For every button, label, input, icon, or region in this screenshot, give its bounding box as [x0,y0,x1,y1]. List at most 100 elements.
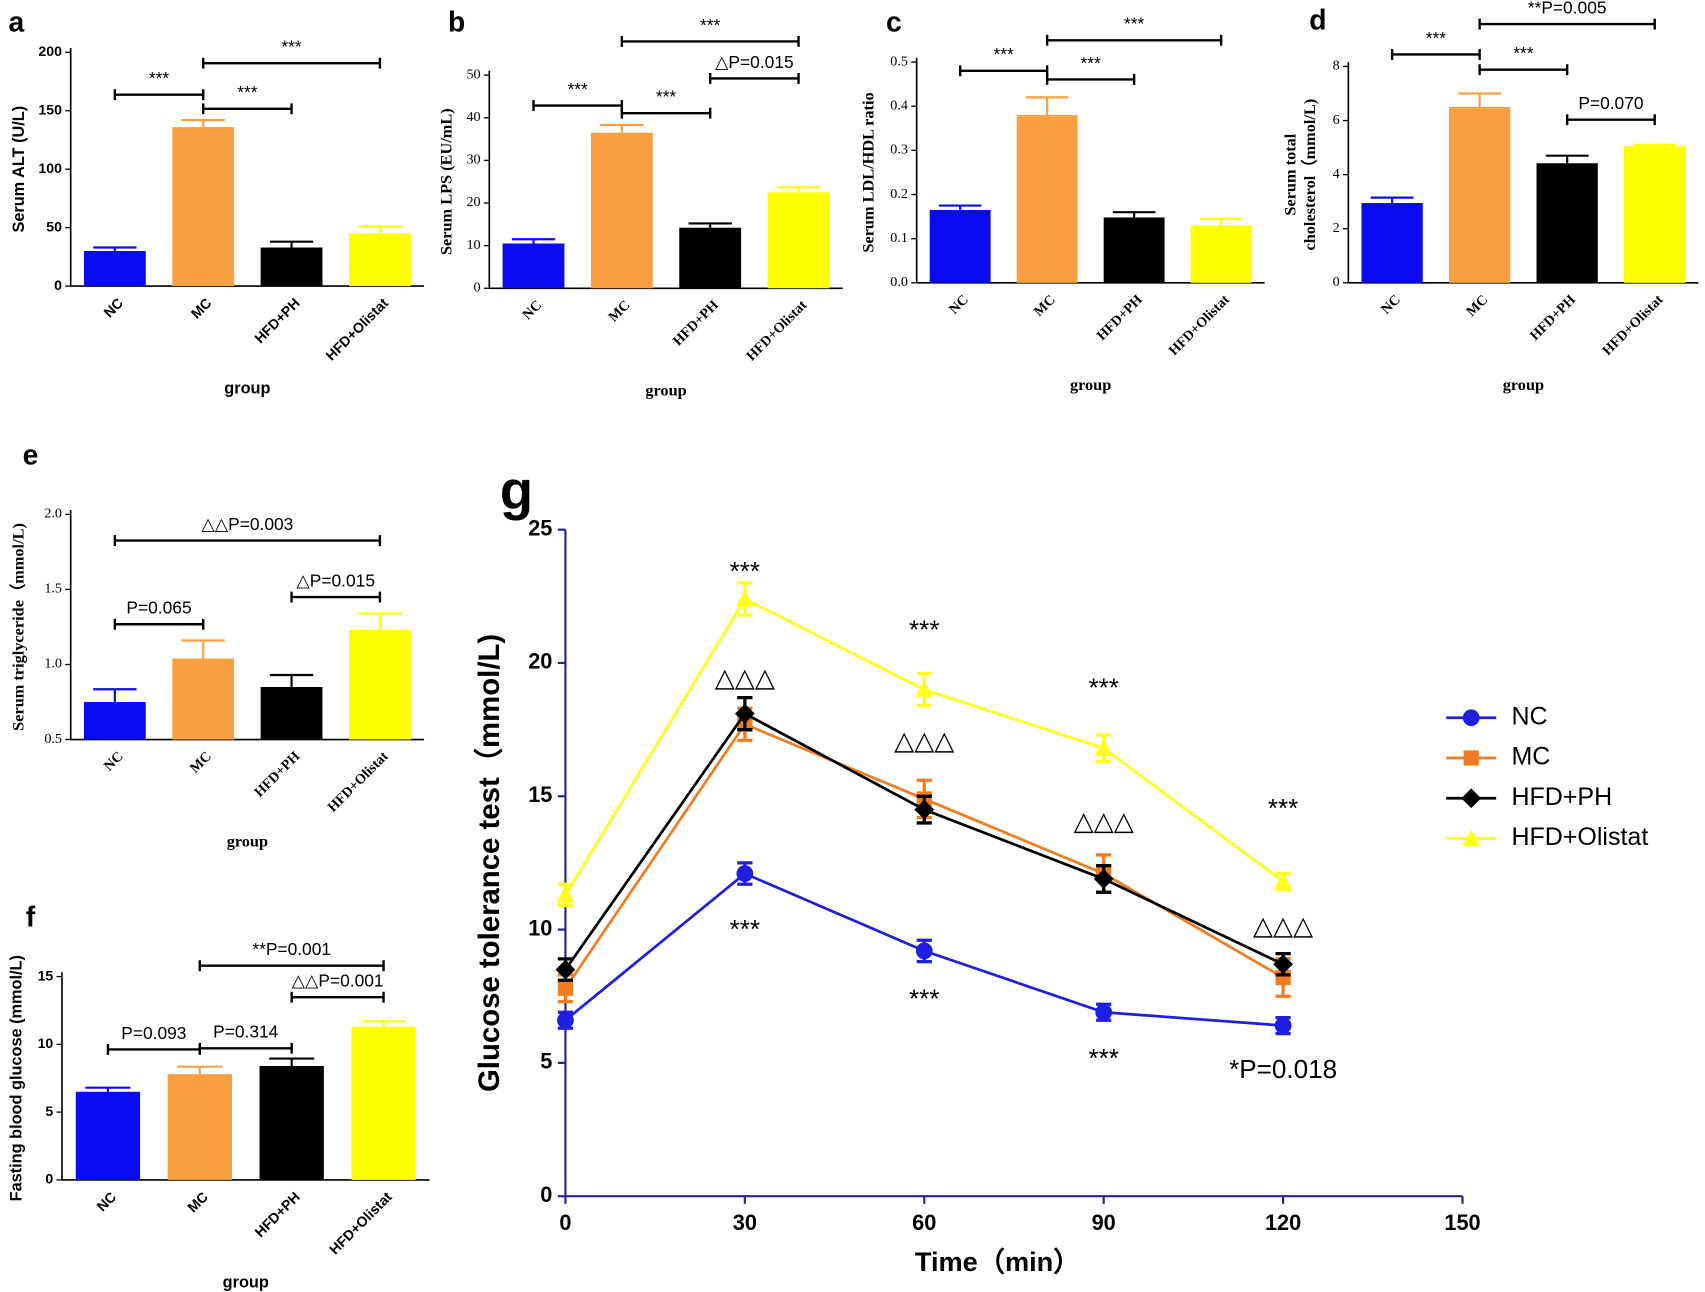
significance-label: *** [993,44,1014,64]
y-tick-label: 4 [1333,166,1340,182]
x-axis-label: group [227,832,268,851]
significance-label: △△P=0.001 [292,971,384,991]
significance-bracket [1045,34,1223,46]
marker [1094,739,1113,756]
marker [1274,1017,1292,1034]
significance-bracket [106,1043,202,1055]
y-tick-label: 1.0 [44,656,62,672]
significance-bracket [1565,114,1656,126]
marker [556,885,575,903]
y-axis-label: Glucose tolerance test（mmol/L) [473,634,506,1092]
y-tick-label: 0 [54,277,62,293]
x-tick-label: HFD+Olistat [1166,292,1233,359]
significance-bracket [202,103,293,115]
x-axis-label: group [224,380,270,398]
bar [1536,163,1598,283]
significance-label: *** [656,87,677,107]
x-tick-label: NC [101,749,127,775]
y-tick-label: 100 [38,160,62,176]
significance-label: *** [730,914,760,944]
marker [1095,1003,1113,1021]
x-tick-label: HFD+PH [1527,292,1579,344]
x-tick-label: MC [188,295,215,322]
marker [915,942,933,960]
legend-label: HFD+Olistat [1511,823,1648,851]
y-tick-label: 5 [540,1049,552,1074]
legend-label: NC [1511,702,1547,730]
x-axis-label: group [645,380,686,399]
y-tick-label: 8 [1333,58,1340,74]
significance-label: *** [1124,14,1145,34]
y-tick-label: 0.5 [44,731,62,747]
significance-label: △P=0.015 [715,52,794,72]
significance-label: *** [909,615,939,645]
y-axis-label: cholesterol（mmol/L) [1300,99,1319,251]
marker [735,589,754,607]
significance-label: *** [1088,1043,1118,1073]
x-axis-label: Time（min） [915,1246,1081,1277]
y-tick-label: 10 [466,237,480,253]
significance-label: **P=0.001 [252,939,331,959]
y-tick-label: 40 [466,109,480,125]
y-tick-label: 50 [46,218,62,234]
significance-bracket [620,35,800,47]
x-tick-label: HFD+PH [251,295,303,347]
y-tick-label: 15 [528,782,552,807]
y-tick-label: 0 [1333,274,1340,290]
significance-label: △△△ [1074,806,1134,836]
x-tick-label: 150 [1444,1210,1480,1235]
significance-label: P=0.065 [126,598,191,618]
y-tick-label: 30 [466,152,480,168]
x-tick-label: MC [187,749,215,777]
y-tick-label: 20 [466,194,480,210]
significance-label: *** [149,68,170,88]
x-tick-label: NC [93,1189,119,1215]
x-axis-label: group [1070,375,1111,394]
y-tick-label: 0.0 [890,274,908,290]
x-axis-label: group [223,1274,269,1292]
significance-bracket [1478,18,1656,30]
legend-marker [1462,709,1480,727]
y-tick-label: 6 [1333,112,1340,128]
significance-bracket [1045,74,1136,85]
y-axis-label: Serum LPS (EU/mL) [437,108,456,255]
bar [1624,146,1686,283]
panel-label: b [448,5,465,37]
y-tick-label: 1.5 [44,581,62,597]
significance-bracket [202,57,382,69]
bar [75,1091,141,1180]
bar [83,701,146,740]
y-tick-label: 0 [540,1182,552,1207]
marker [915,680,934,698]
significance-bracket [290,991,385,1003]
x-tick-label: MC [1031,292,1059,320]
x-tick-label: NC [519,297,545,323]
x-tick-label: HFD+Olistat [1599,292,1666,359]
significance-label: △P=0.015 [296,570,375,590]
y-tick-label: 0.4 [890,97,908,113]
x-tick-label: 0 [559,1210,571,1235]
y-tick-label: 0 [474,280,481,296]
panel-label: e [23,438,39,470]
bar [348,233,411,287]
significance-label: △△△ [715,663,775,693]
y-tick-label: 2 [1333,220,1340,236]
legend-marker [1463,750,1479,766]
bar [172,127,235,287]
y-tick-label: 5 [45,1103,53,1119]
panel-label: c [886,5,902,37]
significance-bracket [113,618,205,630]
marker [1273,954,1293,975]
bar [259,1066,324,1180]
significance-bracket [198,960,385,972]
y-tick-label: 10 [528,915,552,940]
marker [557,980,574,996]
significance-label: **P=0.005 [1528,0,1607,17]
x-tick-label: MC [606,297,634,325]
x-tick-label: 90 [1092,1210,1116,1235]
x-tick-label: 30 [733,1210,757,1235]
marker [914,799,935,820]
y-tick-label: 10 [38,1035,54,1051]
x-tick-label: HFD+PH [251,749,303,801]
